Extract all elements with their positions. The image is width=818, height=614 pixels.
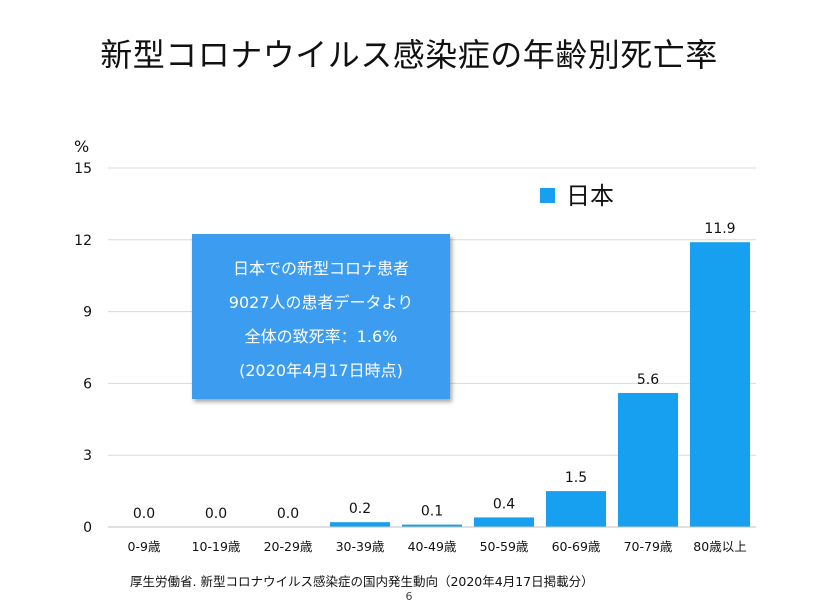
legend-swatch — [540, 188, 555, 203]
data-label: 0.0 — [205, 506, 227, 522]
callout-line-4: (2020年4月17日時点) — [239, 361, 403, 380]
summary-callout: 日本での新型コロナ患者 9027人の患者データより 全体の致死率：1.6% (2… — [192, 234, 450, 399]
x-tick-label: 40-49歳 — [408, 539, 457, 554]
x-tick-label: 10-19歳 — [192, 539, 241, 554]
data-label: 0.2 — [349, 501, 371, 517]
x-tick-label: 20-29歳 — [264, 539, 313, 554]
callout-line-1: 日本での新型コロナ患者 — [232, 259, 409, 278]
data-label: 0.0 — [133, 506, 155, 522]
y-tick-label: 0 — [83, 520, 92, 536]
x-tick-label: 50-59歳 — [480, 539, 529, 554]
data-label: 0.4 — [493, 496, 515, 512]
data-label: 5.6 — [637, 372, 659, 388]
y-tick-label: 6 — [83, 376, 92, 392]
callout-line-3: 全体の致死率：1.6% — [244, 327, 398, 346]
chart-title: 新型コロナウイルス感染症の年齢別死亡率 — [100, 36, 718, 74]
y-tick-label: 3 — [83, 448, 92, 464]
bar — [690, 242, 750, 527]
bar — [618, 392, 678, 527]
data-label: 1.5 — [565, 470, 587, 486]
data-label: 0.1 — [421, 504, 443, 520]
y-tick-label: 9 — [83, 305, 92, 321]
x-tick-label: 80歳以上 — [693, 539, 746, 554]
y-axis-label: % — [74, 137, 89, 156]
data-label: 11.9 — [704, 221, 735, 237]
bar — [402, 524, 462, 527]
bar — [330, 522, 390, 527]
x-tick-label: 0-9歳 — [128, 539, 161, 554]
x-tick-label: 60-69歳 — [552, 539, 601, 554]
page-number: 6 — [405, 590, 413, 603]
bar — [474, 517, 534, 527]
source-citation: 厚生労働省. 新型コロナウイルス感染症の国内発生動向（2020年4月17日掲載分… — [130, 574, 594, 589]
data-label: 0.0 — [277, 506, 299, 522]
y-tick-label: 15 — [74, 161, 92, 177]
x-tick-label: 30-39歳 — [336, 539, 385, 554]
callout-line-2: 9027人の患者データより — [228, 293, 414, 312]
legend-label: 日本 — [566, 182, 614, 210]
y-tick-label: 12 — [74, 233, 92, 249]
x-tick-label: 70-79歳 — [624, 539, 673, 554]
bar — [546, 491, 606, 527]
